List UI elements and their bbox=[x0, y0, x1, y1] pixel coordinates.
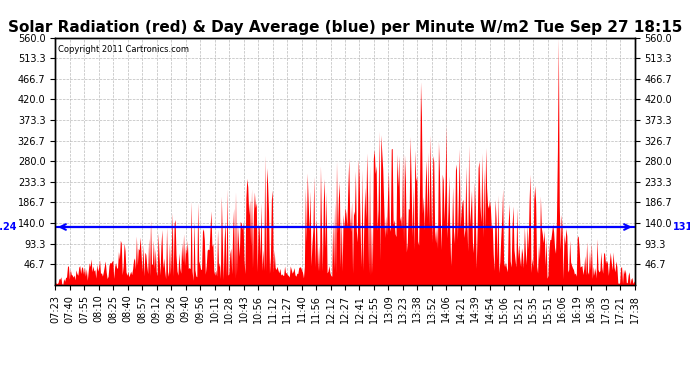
Title: Solar Radiation (red) & Day Average (blue) per Minute W/m2 Tue Sep 27 18:15: Solar Radiation (red) & Day Average (blu… bbox=[8, 20, 682, 35]
Text: 131.24: 131.24 bbox=[0, 222, 17, 232]
Text: Copyright 2011 Cartronics.com: Copyright 2011 Cartronics.com bbox=[58, 45, 189, 54]
Text: 131.24: 131.24 bbox=[673, 222, 690, 232]
